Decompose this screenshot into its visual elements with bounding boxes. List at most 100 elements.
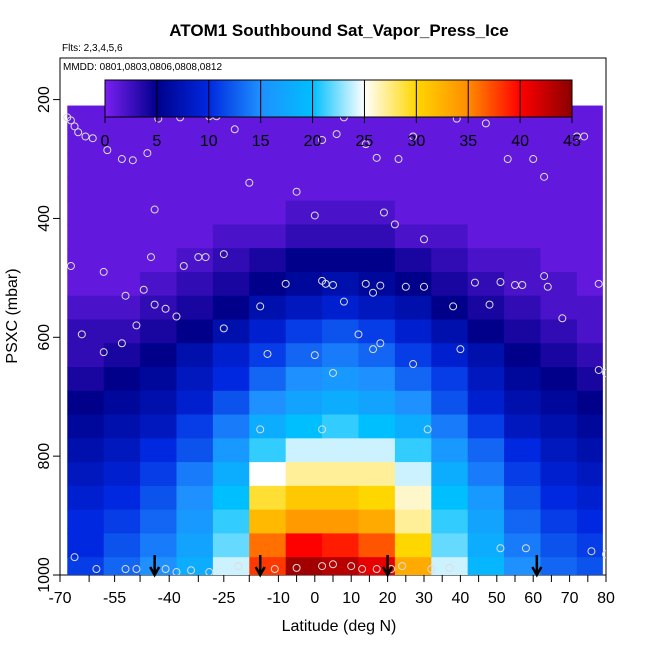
field-cell	[67, 224, 105, 249]
field-cell	[67, 343, 105, 368]
field-cell	[576, 153, 603, 178]
field-cell	[394, 248, 432, 273]
field-cell	[467, 200, 505, 225]
observation-point	[390, 220, 399, 229]
field-cell	[285, 343, 323, 368]
observation-point	[292, 187, 301, 196]
field-cell	[576, 200, 603, 225]
field-cell	[358, 509, 396, 534]
x-tick-label: 60	[524, 590, 542, 607]
observation-point	[121, 291, 130, 300]
observation-point	[172, 568, 181, 575]
field-cell	[540, 200, 578, 225]
field-cell	[358, 367, 396, 392]
field-cell	[212, 509, 250, 534]
field-cell	[67, 153, 105, 178]
field-cell	[540, 153, 578, 178]
field-cell	[576, 485, 603, 511]
field-cell	[322, 390, 359, 416]
field-cell	[576, 224, 603, 249]
observation-point	[347, 562, 356, 571]
field-cell	[322, 248, 359, 273]
observation-point	[99, 267, 108, 276]
field-cell	[540, 271, 578, 297]
field-cell	[249, 462, 287, 487]
field-cell	[285, 295, 323, 320]
observation-point	[496, 278, 505, 287]
field-cell	[140, 176, 177, 202]
field-cell	[103, 295, 141, 320]
field-cell	[285, 485, 323, 511]
observation-point	[179, 261, 188, 270]
observation-point	[394, 155, 403, 164]
field-cell	[576, 343, 603, 368]
field-cell	[249, 438, 287, 463]
field-cell	[285, 271, 323, 297]
field-cell	[467, 129, 505, 154]
field-cell	[212, 343, 250, 368]
observation-point	[361, 140, 370, 149]
observation-point	[372, 153, 381, 162]
flight-arrow	[149, 555, 161, 578]
x-tick-label: 50	[488, 590, 506, 607]
field-cell	[249, 414, 287, 439]
field-cell	[467, 271, 505, 297]
field-cell	[431, 509, 469, 534]
observation-point	[139, 285, 148, 294]
field-cell	[358, 438, 396, 463]
field-cell	[540, 176, 578, 202]
field-cell	[576, 462, 603, 487]
field-cell	[176, 153, 214, 178]
field-cell	[67, 176, 105, 202]
field-cell	[212, 224, 250, 249]
field-cell	[576, 248, 603, 273]
observation-point	[74, 128, 83, 137]
colorbar-ticks: 0 5 10 15 20 25 30 35 40 45	[101, 80, 581, 150]
field-cell	[504, 271, 541, 297]
field-cell	[176, 295, 214, 320]
field-cell	[285, 533, 323, 558]
colorbar-tick-label: 20	[304, 133, 322, 150]
y-tick-label: 400	[36, 205, 53, 232]
colorbar	[104, 79, 573, 118]
field-cell	[212, 200, 250, 225]
field-cell	[285, 557, 323, 575]
observation-point	[329, 281, 337, 290]
field-cell	[394, 200, 432, 225]
observation-point	[281, 279, 290, 288]
observation-point	[332, 130, 341, 139]
field-cell	[285, 509, 323, 534]
field-cell	[322, 414, 359, 439]
field-cell	[358, 200, 396, 225]
field-cell	[504, 248, 541, 273]
observation-point	[132, 565, 141, 574]
field-cell	[467, 343, 505, 368]
field-cell	[322, 343, 359, 368]
y-tick-label: 200	[36, 86, 53, 113]
colorbar-tick-label: 10	[200, 133, 218, 150]
field-cell	[212, 367, 250, 392]
field-cell	[103, 224, 141, 249]
observation-point	[401, 282, 410, 291]
field-cell	[540, 319, 578, 344]
field-cell	[394, 319, 432, 344]
field-cell	[176, 414, 214, 439]
observation-point	[329, 560, 337, 569]
observation-point	[66, 261, 75, 270]
field-cell	[322, 200, 359, 225]
field-cell	[103, 485, 141, 511]
observation-point	[529, 155, 538, 164]
observation-point	[420, 235, 428, 244]
field-cell	[322, 176, 359, 202]
field-cell	[285, 367, 323, 392]
field-cell	[176, 485, 214, 511]
field-cell	[358, 533, 396, 558]
field-cell	[540, 414, 578, 439]
observation-point	[521, 544, 530, 553]
observation-point	[121, 565, 130, 574]
field-cell	[540, 557, 578, 575]
field-cell	[540, 509, 578, 534]
field-cell	[540, 462, 578, 487]
observation-point	[245, 178, 254, 187]
